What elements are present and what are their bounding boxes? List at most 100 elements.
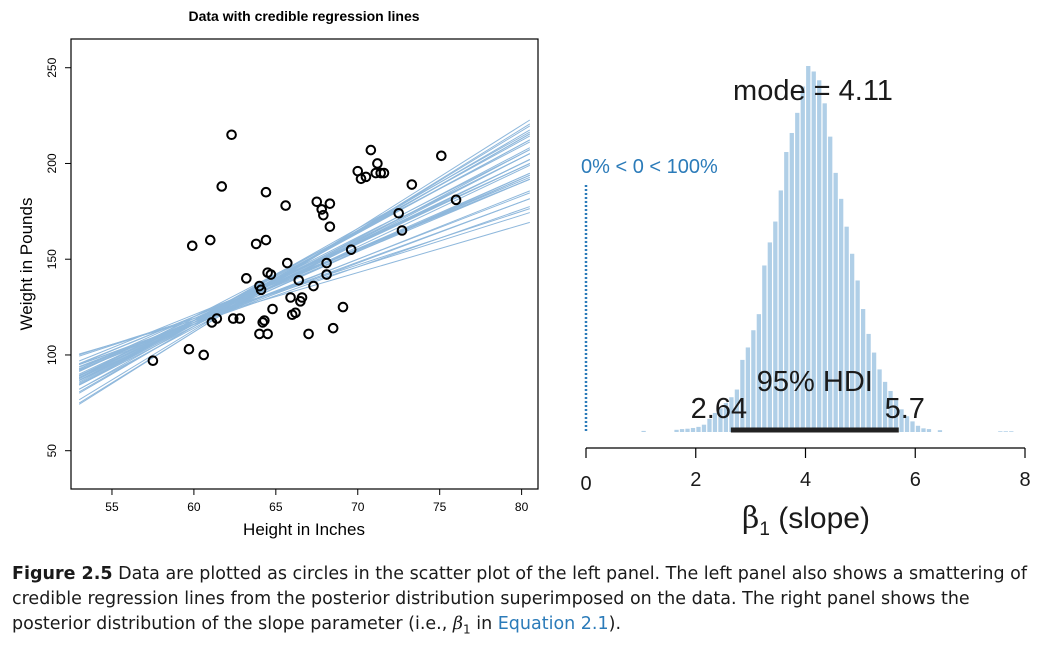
data-point	[327, 322, 339, 334]
histogram-bar	[795, 112, 800, 433]
figure-caption: Figure 2.5 Data are plotted as circles i…	[12, 562, 1036, 643]
data-point	[324, 221, 336, 232]
regression-line	[79, 176, 530, 365]
histogram-bar	[707, 418, 712, 432]
regression-line	[78, 164, 531, 380]
histogram-bar	[696, 426, 701, 432]
x-axis-label: Height in Inches	[243, 520, 365, 539]
histogram-bar	[729, 397, 734, 432]
histogram-bar	[839, 198, 844, 432]
data-point	[204, 234, 216, 246]
histogram-bar	[751, 330, 756, 432]
data-point	[226, 129, 237, 141]
histogram-bar	[1003, 431, 1008, 432]
data-points	[147, 129, 462, 367]
data-point	[316, 204, 328, 215]
histogram-bar	[904, 416, 910, 432]
equation-link[interactable]: Equation 2.1	[497, 614, 609, 634]
histogram-bar	[844, 226, 849, 432]
histogram-x-axis-label: β1 (slope)	[742, 501, 870, 540]
x-tick-label: 70	[351, 500, 365, 514]
regression-line	[78, 133, 531, 390]
x-tick-label: 6	[910, 469, 921, 491]
data-point	[345, 244, 357, 255]
caption-label: Figure 2.5	[12, 564, 113, 584]
histogram-bar	[1009, 431, 1014, 432]
histogram-bar	[740, 359, 745, 432]
data-point	[250, 238, 262, 250]
data-point	[360, 171, 372, 183]
data-point	[375, 167, 386, 179]
x-tick-label: 0	[580, 473, 591, 495]
x-tick-label: 55	[105, 500, 119, 514]
regression-line	[78, 123, 531, 404]
regression-line	[79, 178, 530, 362]
histogram-bar	[937, 430, 943, 432]
regression-lines	[78, 119, 531, 405]
histogram-bar	[679, 429, 685, 432]
data-point	[257, 317, 269, 328]
beta-symbol: β	[742, 501, 759, 536]
histogram-bar	[685, 428, 690, 432]
regression-line	[78, 163, 531, 372]
histogram-bar	[877, 369, 882, 432]
y-tick-label: 100	[45, 345, 59, 365]
hdi-high-label: 5.7	[885, 393, 925, 425]
histogram-bar	[899, 409, 904, 432]
histogram-bar	[888, 391, 893, 432]
histogram-bar	[789, 132, 794, 432]
histogram-bars	[641, 66, 1014, 433]
data-point	[293, 274, 305, 286]
histogram-bar	[784, 152, 789, 432]
data-point	[216, 181, 228, 192]
histogram-bar	[773, 221, 778, 432]
histogram-bar	[850, 253, 855, 432]
data-point	[234, 313, 246, 324]
x-tick-label: 4	[800, 469, 811, 491]
y-axis: 50 100 150 200 250	[45, 57, 71, 457]
regression-line	[78, 139, 531, 386]
data-point	[450, 194, 462, 206]
histogram-panel: 0% < 0 < 100% mode = 4.11 95% HDI 2.64 5…	[580, 66, 1031, 540]
data-point	[147, 355, 159, 367]
histogram-bar	[893, 399, 899, 432]
histogram-bar	[817, 80, 822, 433]
histogram-bar	[855, 280, 860, 432]
slope-text: (slope)	[770, 502, 870, 535]
regression-line	[78, 147, 531, 386]
scatter-title: Data with credible regression lines	[188, 8, 419, 24]
histogram-bar	[822, 103, 827, 432]
histogram-bar	[806, 66, 811, 432]
regression-line	[79, 198, 530, 366]
regression-line	[78, 149, 531, 390]
y-tick-label: 200	[45, 153, 59, 173]
histogram-bar	[998, 431, 1003, 432]
x-axis: 55 60 65 70 75 80	[105, 489, 529, 514]
scatter-plot-frame	[70, 38, 539, 490]
data-point	[355, 173, 367, 185]
data-point	[372, 158, 383, 169]
data-point	[296, 292, 308, 303]
histogram-bar	[641, 430, 646, 432]
histogram-bar	[767, 242, 772, 432]
data-point	[311, 196, 323, 208]
data-point	[260, 186, 272, 198]
histogram-bar	[882, 381, 888, 432]
histogram-x-axis: 0 2 4 6 8	[580, 447, 1031, 495]
histogram-bar	[745, 347, 751, 432]
data-point	[227, 313, 239, 324]
data-point	[337, 301, 349, 313]
histogram-bar	[701, 424, 707, 432]
regression-line	[79, 190, 530, 371]
data-point	[255, 284, 267, 296]
caption-text-2: in	[470, 614, 498, 634]
regression-line	[78, 149, 531, 380]
histogram-bar	[833, 172, 838, 432]
y-tick-label: 250	[45, 57, 59, 77]
data-point	[198, 349, 210, 361]
histogram-bar	[723, 403, 729, 432]
caption-text-3: ).	[608, 614, 622, 634]
histogram-bar	[762, 265, 767, 432]
regression-line	[78, 172, 531, 377]
data-point	[378, 167, 390, 179]
